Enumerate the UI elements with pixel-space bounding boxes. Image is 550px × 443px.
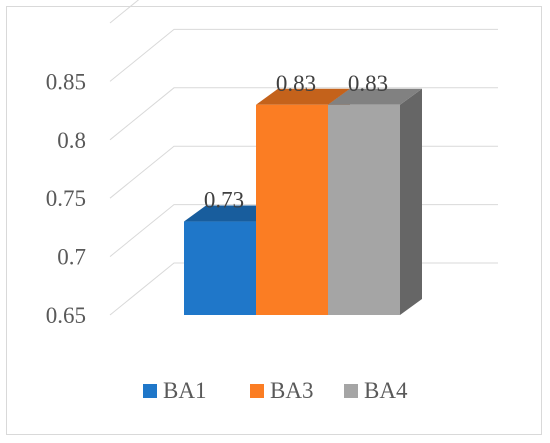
y-tick-label: 0.75 (46, 186, 86, 211)
y-tick-label: 0.7 (57, 245, 86, 270)
data-labels: 0.73 0.83 0.83 (204, 71, 388, 213)
bar-side (400, 88, 422, 315)
legend-item-ba3: BA3 (250, 378, 313, 403)
legend-item-ba4: BA4 (344, 378, 408, 403)
bar-top (328, 88, 422, 105)
bar-front (184, 221, 256, 315)
legend-label: BA4 (364, 378, 408, 403)
y-tick-label: 0.85 (46, 69, 86, 94)
legend-swatch (250, 384, 264, 398)
data-label: 0.73 (204, 188, 244, 213)
gridline (109, 87, 498, 141)
bar-ba4 (328, 88, 422, 315)
bar-top (184, 205, 278, 222)
legend-swatch (143, 384, 157, 398)
legend-label: BA1 (163, 378, 206, 403)
bar-top (256, 88, 350, 105)
data-label: 0.83 (348, 71, 388, 96)
legend-item-ba1: BA1 (143, 378, 206, 403)
bar-front (256, 104, 328, 315)
bars-layer (184, 88, 422, 315)
legend-label: BA3 (270, 378, 313, 403)
gridline (109, 0, 140, 24)
bar-front (328, 104, 400, 315)
y-tick-label: 0.65 (46, 303, 86, 328)
gridline (109, 28, 498, 82)
legend: BA1 BA3 BA4 (143, 378, 408, 403)
y-axis-ticks: 0.65 0.7 0.75 0.8 0.85 (46, 69, 86, 328)
legend-swatch (344, 384, 358, 398)
data-label: 0.83 (276, 71, 316, 96)
y-tick-label: 0.8 (57, 128, 86, 153)
